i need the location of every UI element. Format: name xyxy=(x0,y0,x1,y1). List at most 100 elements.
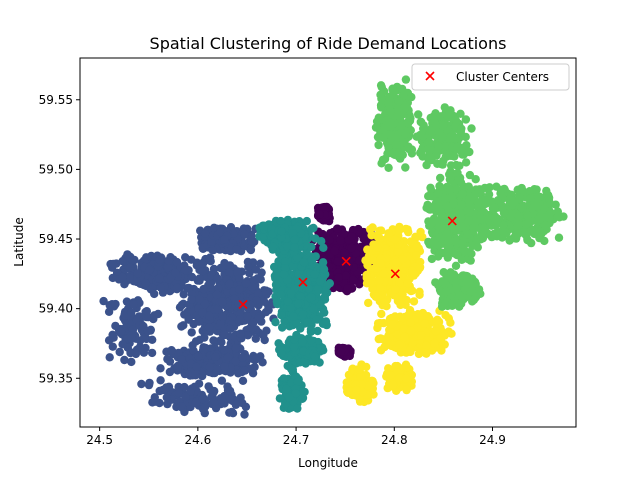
cluster-4-point xyxy=(554,233,564,242)
cluster-3-point xyxy=(420,319,429,328)
cluster-1-point xyxy=(257,268,266,277)
cluster-2-point xyxy=(278,323,287,332)
cluster-4-point xyxy=(414,110,423,119)
cluster-4-point xyxy=(396,121,406,130)
cluster-1-point xyxy=(174,348,183,358)
cluster-2-point xyxy=(307,255,317,265)
cluster-2-point xyxy=(320,292,329,301)
cluster-3-point xyxy=(375,276,384,285)
cluster-1-point xyxy=(220,362,229,371)
cluster-3-point xyxy=(402,363,412,372)
cluster-3-point xyxy=(415,262,425,272)
cluster-1-point xyxy=(211,352,220,361)
cluster-3-point xyxy=(352,385,361,395)
cluster-2-point xyxy=(286,289,296,298)
cluster-1-point xyxy=(229,229,238,238)
cluster-4-point xyxy=(388,85,397,94)
cluster-1-point xyxy=(141,279,150,288)
cluster-1-point xyxy=(116,327,126,336)
cluster-3-point xyxy=(366,225,375,234)
cluster-1-point xyxy=(240,230,249,239)
cluster-1-point xyxy=(150,311,159,320)
cluster-4-point xyxy=(374,140,383,150)
cluster-3-point xyxy=(420,348,430,357)
cluster-3-point xyxy=(371,292,380,301)
cluster-3-point xyxy=(404,310,413,319)
cluster-2-point xyxy=(310,270,319,279)
cluster-3-point xyxy=(386,266,395,276)
cluster-1-point xyxy=(156,376,165,385)
cluster-2-point xyxy=(303,318,312,327)
cluster-3-point xyxy=(400,332,409,342)
cluster-2-point xyxy=(282,242,292,251)
cluster-3-point xyxy=(377,309,386,319)
cluster-4-point xyxy=(407,149,417,158)
cluster-1-point xyxy=(217,395,226,404)
cluster-3-point xyxy=(412,251,421,260)
cluster-3-point xyxy=(363,260,372,270)
cluster-3-point xyxy=(373,319,383,328)
cluster-0-point xyxy=(333,224,342,233)
cluster-3-point xyxy=(388,380,398,390)
cluster-1-point xyxy=(118,272,127,282)
cluster-1-point xyxy=(133,269,142,278)
cluster-1-point xyxy=(127,334,136,343)
cluster-1-point xyxy=(198,260,207,269)
cluster-4-point xyxy=(460,246,470,256)
cluster-1-point xyxy=(212,365,221,374)
cluster-1-point xyxy=(181,392,190,402)
cluster-1-point xyxy=(238,376,248,385)
cluster-1-point xyxy=(240,366,250,375)
cluster-1-point xyxy=(165,367,175,377)
cluster-1-point xyxy=(198,395,207,404)
cluster-1-point xyxy=(231,356,240,366)
cluster-4-point xyxy=(458,222,467,231)
cluster-1-point xyxy=(105,353,114,362)
cluster-1-point xyxy=(200,402,210,411)
cluster-2-point xyxy=(290,335,299,344)
cluster-4-point xyxy=(374,113,383,122)
cluster-2-point xyxy=(281,257,290,267)
cluster-1-point xyxy=(145,265,154,275)
cluster-2-point xyxy=(291,389,300,398)
cluster-3-point xyxy=(395,278,404,288)
cluster-4-point xyxy=(419,124,428,133)
cluster-4-point xyxy=(467,124,476,133)
cluster-0-point xyxy=(347,232,356,241)
cluster-3-point xyxy=(366,279,375,288)
cluster-2-point xyxy=(316,277,325,286)
cluster-2-point xyxy=(276,290,286,299)
cluster-1-point xyxy=(242,312,252,321)
cluster-3-point xyxy=(431,327,440,336)
cluster-3-point xyxy=(368,376,377,386)
cluster-1-point xyxy=(234,369,243,378)
cluster-3-point xyxy=(403,279,412,288)
cluster-3-point xyxy=(398,255,407,264)
cluster-3-point xyxy=(371,264,380,273)
cluster-4-point xyxy=(438,121,448,130)
cluster-1-point xyxy=(144,380,154,390)
cluster-1-point xyxy=(174,388,183,397)
cluster-4-point xyxy=(384,99,393,108)
cluster-1-point xyxy=(156,283,166,292)
cluster-4-point xyxy=(456,127,465,137)
cluster-1-point xyxy=(220,329,229,338)
cluster-4-point xyxy=(450,134,460,143)
cluster-2-point xyxy=(318,258,328,267)
cluster-2-point xyxy=(279,374,288,383)
cluster-1-point xyxy=(198,308,207,317)
cluster-1-point xyxy=(252,353,261,362)
cluster-2-point xyxy=(298,310,308,319)
cluster-4-point xyxy=(401,75,411,84)
cluster-4-point xyxy=(457,147,466,156)
cluster-1-point xyxy=(162,383,171,392)
cluster-1-point xyxy=(198,267,207,276)
cluster-4-point xyxy=(471,175,480,184)
cluster-1-point xyxy=(147,348,157,358)
cluster-1-point xyxy=(212,290,222,300)
cluster-1-point xyxy=(187,272,197,282)
cluster-1-point xyxy=(180,382,189,392)
cluster-4-point xyxy=(442,229,451,238)
cluster-2-point xyxy=(277,311,286,320)
cluster-1-point xyxy=(156,364,165,373)
